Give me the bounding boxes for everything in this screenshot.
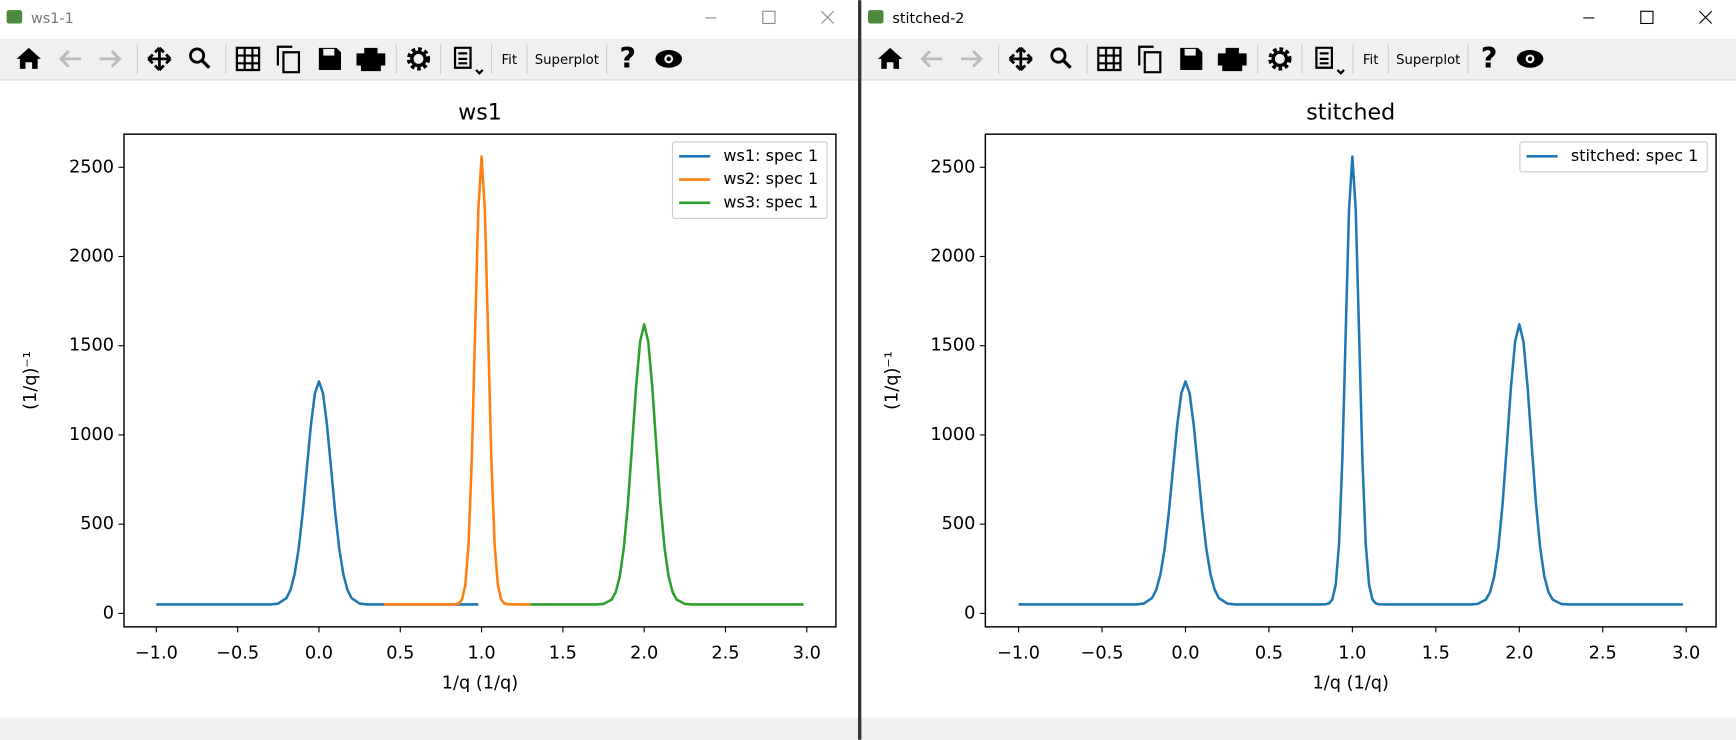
window-divider (858, 0, 861, 740)
y-axis-label: (1/q)⁻¹ (882, 351, 902, 410)
x-tick-label: 0.5 (386, 643, 414, 663)
settings-hub (1273, 52, 1286, 65)
x-tick-label: 1.5 (549, 643, 577, 663)
x-tick-label: −0.5 (216, 643, 259, 663)
window-title: stitched-2 (892, 11, 964, 27)
title-bar (0, 0, 858, 39)
y-tick-label: 1500 (930, 336, 975, 356)
y-tick-label: 2500 (69, 157, 114, 177)
x-tick-label: −1.0 (997, 643, 1040, 663)
x-axis-label: 1/q (1/q) (442, 673, 518, 693)
superplot-button[interactable]: Superplot (1396, 53, 1460, 68)
view-iris (1528, 57, 1532, 61)
x-tick-label: 0.0 (305, 643, 333, 663)
fit-button[interactable]: Fit (502, 53, 518, 68)
legend-label: ws1: spec 1 (723, 146, 818, 165)
window-title: ws1-1 (31, 11, 74, 27)
y-tick-label: 1000 (930, 425, 975, 445)
app-icon (868, 10, 884, 23)
y-tick-label: 0 (103, 603, 114, 623)
y-tick-label: 2000 (69, 247, 114, 267)
view-iris (667, 57, 671, 61)
chart-title: stitched (1306, 100, 1395, 126)
x-tick-label: 0.0 (1171, 643, 1199, 663)
x-tick-label: −1.0 (135, 643, 178, 663)
y-tick-label: 500 (942, 514, 976, 534)
settings-hub (412, 52, 425, 65)
save-label (323, 49, 334, 56)
status-bar (861, 718, 1736, 740)
x-tick-label: 1.0 (1338, 643, 1366, 663)
x-tick-label: 3.0 (793, 643, 821, 663)
legend: ws1: spec 1 ws2: spec 1 ws3: spec 1 (672, 142, 827, 218)
y-tick-label: 1500 (69, 336, 114, 356)
x-tick-label: 1.5 (1422, 643, 1450, 663)
status-bar (0, 718, 858, 740)
y-axis-label: (1/q)⁻¹ (21, 351, 41, 410)
y-tick-label: 0 (964, 603, 975, 623)
x-tick-label: 2.5 (711, 643, 739, 663)
x-tick-label: −0.5 (1081, 643, 1124, 663)
x-tick-label: 1.0 (467, 643, 495, 663)
legend-label: ws3: spec 1 (723, 192, 818, 211)
y-tick-label: 1000 (69, 425, 114, 445)
app-icon (7, 10, 23, 23)
toolbar (861, 39, 1736, 80)
chart-title: ws1 (458, 100, 502, 126)
x-tick-label: 3.0 (1672, 643, 1700, 663)
x-tick-label: 2.0 (630, 643, 658, 663)
y-tick-label: 2500 (930, 157, 975, 177)
y-tick-label: 500 (80, 514, 114, 534)
title-bar (861, 0, 1736, 39)
y-tick-label: 2000 (930, 247, 975, 267)
legend-label: ws2: spec 1 (723, 169, 818, 188)
legend: stitched: spec 1 (1520, 142, 1707, 172)
superplot-button[interactable]: Superplot (535, 53, 599, 68)
help-button[interactable]: ? (1481, 41, 1498, 75)
legend-label: stitched: spec 1 (1571, 146, 1699, 165)
x-tick-label: 0.5 (1255, 643, 1283, 663)
x-axis-label: 1/q (1/q) (1313, 673, 1389, 693)
help-button[interactable]: ? (619, 41, 636, 75)
x-tick-label: 2.0 (1505, 643, 1533, 663)
fit-button[interactable]: Fit (1363, 53, 1379, 68)
save-label (1185, 49, 1196, 56)
x-tick-label: 2.5 (1589, 643, 1617, 663)
